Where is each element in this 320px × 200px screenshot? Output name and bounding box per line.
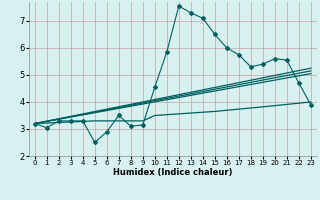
X-axis label: Humidex (Indice chaleur): Humidex (Indice chaleur) xyxy=(113,168,233,177)
